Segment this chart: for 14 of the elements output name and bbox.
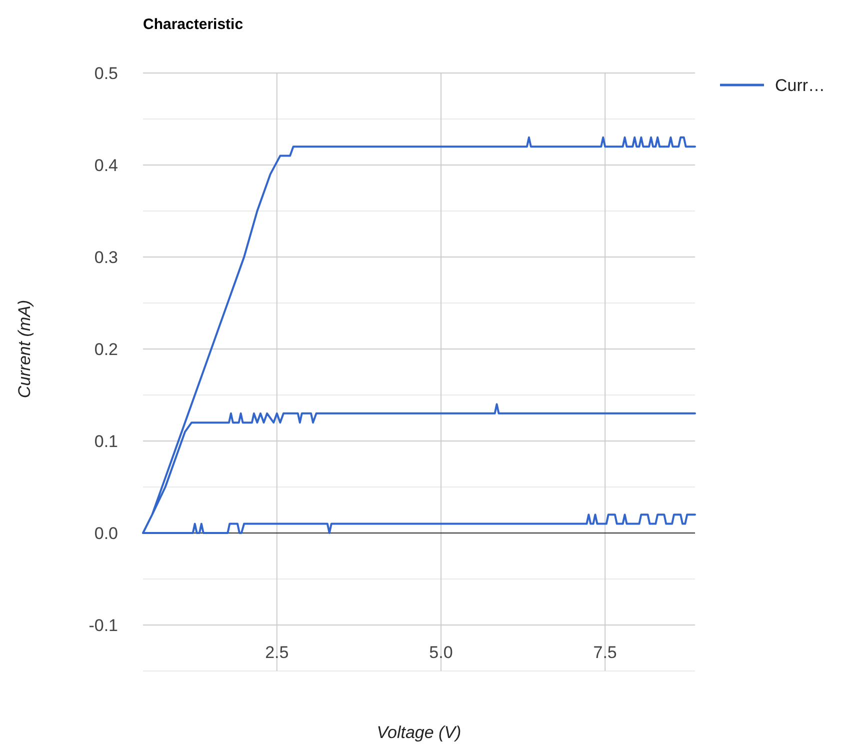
chart-title: Characteristic	[143, 16, 244, 33]
x-axis-title: Voltage (V)	[376, 723, 462, 742]
y-tick-label: 0.0	[94, 524, 118, 543]
x-tick-label: 5.0	[429, 643, 453, 662]
y-tick-label: 0.1	[94, 432, 118, 451]
y-tick-label: 0.2	[94, 340, 118, 359]
y-tick-label: 0.4	[94, 156, 118, 175]
x-tick-label: 2.5	[265, 643, 289, 662]
y-tick-label: 0.5	[94, 64, 118, 83]
legend-label: Curr…	[775, 76, 826, 95]
y-tick-label: -0.1	[88, 616, 118, 635]
x-tick-label: 7.5	[593, 643, 617, 662]
y-axis-title: Current (mA)	[15, 300, 34, 398]
y-tick-label: 0.3	[94, 248, 118, 267]
